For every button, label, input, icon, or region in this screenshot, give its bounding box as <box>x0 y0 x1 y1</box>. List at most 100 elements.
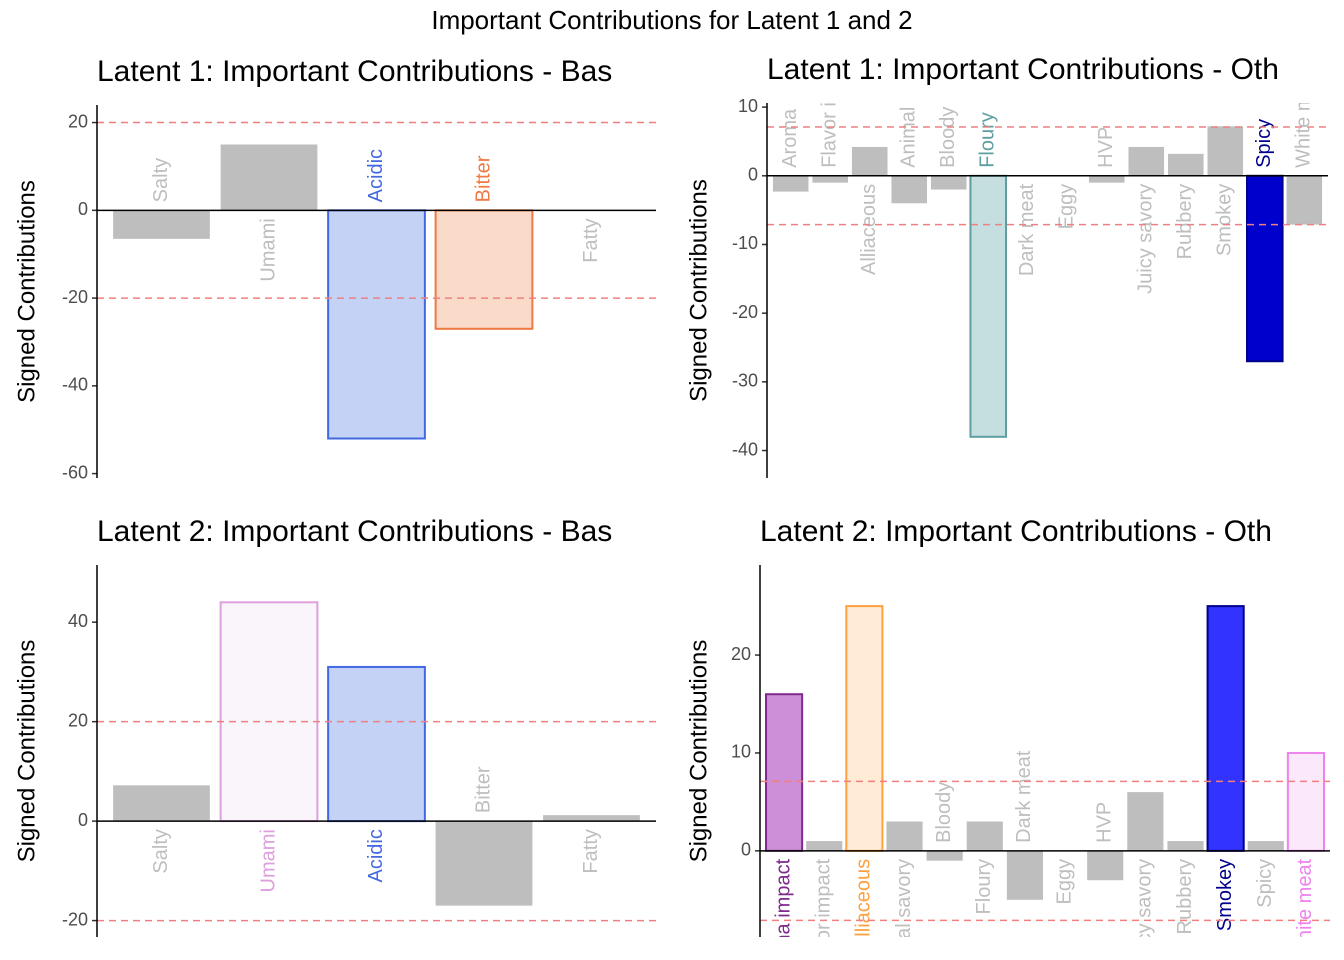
bar <box>1127 792 1164 851</box>
y-tick-label: -40 <box>62 375 88 395</box>
category-label: Eggy <box>1053 859 1075 905</box>
category-label: Umami <box>257 829 279 892</box>
category-label: Bitter <box>472 155 494 202</box>
bar <box>1087 850 1124 881</box>
category-label: Spicy <box>1254 859 1276 908</box>
y-tick-label: 0 <box>78 810 88 830</box>
y-tick-label: 40 <box>68 611 88 631</box>
panel-title: Latent 2: Important Contributions - Oth <box>760 515 1272 548</box>
category-label: Fatty <box>580 829 602 873</box>
bar <box>1006 850 1043 900</box>
y-tick-label: -10 <box>732 233 758 253</box>
category-label: Aroma impact <box>779 44 801 168</box>
y-axis-label: Signed Contributions <box>13 640 40 863</box>
bar <box>969 174 1008 438</box>
bar <box>327 665 426 823</box>
category-label: Umami <box>257 218 279 281</box>
bar <box>220 144 318 211</box>
y-tick-label: 0 <box>741 840 751 860</box>
bar <box>806 841 843 851</box>
figure-title: Important Contributions for Latent 1 and… <box>431 5 912 35</box>
category-label: HVP <box>1095 127 1117 168</box>
bar <box>113 785 210 822</box>
category-label: Salty <box>150 158 172 202</box>
category-label: Spicy <box>1253 119 1275 168</box>
bar <box>1246 174 1284 363</box>
category-label: Alliaceous <box>853 859 875 950</box>
category-label: Fatty <box>580 218 602 262</box>
category-label: Aroma impact <box>772 858 794 960</box>
bar <box>886 821 923 851</box>
y-tick-label: 0 <box>78 199 88 219</box>
category-label: Bloody <box>933 782 955 843</box>
bar <box>1167 841 1204 851</box>
category-label: Juicy savory <box>1134 859 1156 960</box>
bar <box>930 175 967 190</box>
y-tick-label: 10 <box>731 742 751 762</box>
bar <box>845 605 884 852</box>
y-axis-label: Signed Contributions <box>685 640 712 863</box>
bar <box>1088 175 1125 183</box>
category-label: Smokey <box>1214 859 1236 931</box>
panel-title: Latent 2: Important Contributions - Bas <box>97 515 612 548</box>
bar <box>543 815 640 822</box>
category-label: White meat <box>1293 66 1315 168</box>
bar <box>966 821 1003 851</box>
y-tick-label: 0 <box>748 165 758 185</box>
bar <box>1128 146 1165 176</box>
category-label: Alliaceous <box>858 184 880 275</box>
bar <box>926 850 963 861</box>
bar <box>1286 175 1323 225</box>
category-label: Rubbery <box>1174 184 1196 260</box>
bar <box>434 209 534 330</box>
category-label: Floury <box>973 859 995 915</box>
y-tick-label: -40 <box>732 439 758 459</box>
panel-title: Latent 1: Important Contributions - Oth <box>767 53 1279 86</box>
bar <box>113 210 210 239</box>
category-label: HVP <box>1093 802 1115 843</box>
y-tick-label: 20 <box>68 710 88 730</box>
panel: Latent 2: Important Contributions - Bas S… <box>13 515 656 937</box>
bar <box>812 175 848 183</box>
bar <box>435 821 533 906</box>
plot-area: Salty Umami Acidic Bitter Fatty <box>97 601 656 922</box>
bar <box>772 175 809 192</box>
panel: Latent 2: Important Contributions - Oth S… <box>685 515 1330 960</box>
category-label: Bitter <box>472 766 494 813</box>
bar <box>1206 605 1245 852</box>
bar <box>1286 751 1325 852</box>
category-label: Salty <box>150 829 172 873</box>
category-label: Juicy savory <box>1135 184 1157 294</box>
y-tick-label: 10 <box>738 96 758 116</box>
plot-area: Aroma impact Flavor impact Alliaceous Anima… <box>767 42 1328 438</box>
bar <box>1207 126 1244 176</box>
bar <box>327 209 426 440</box>
category-label: Acidic <box>365 829 387 882</box>
category-label: Floury <box>977 112 999 168</box>
plot-area: Salty Umami Acidic Bitter Fatty <box>97 121 656 440</box>
category-label: Dark meat <box>1013 750 1035 843</box>
category-label: Dark meat <box>1016 183 1038 276</box>
category-label: Animal savory <box>898 42 920 168</box>
bar <box>1247 841 1284 851</box>
y-tick-label: -30 <box>732 371 758 391</box>
category-label: White meat <box>1294 858 1316 960</box>
category-label: Bloody <box>937 107 959 168</box>
y-tick-label: -60 <box>62 462 88 482</box>
category-label: Rubbery <box>1174 859 1196 935</box>
panel: Latent 1: Important Contributions - Bas S… <box>13 55 656 482</box>
y-tick-label: 20 <box>68 111 88 131</box>
bar <box>219 601 319 823</box>
bar <box>851 146 888 176</box>
category-label: Flavor impact <box>818 47 840 167</box>
panel-title: Latent 1: Important Contributions - Bas <box>97 55 612 88</box>
category-label: Flavor impact <box>813 858 835 960</box>
bar <box>891 175 928 204</box>
category-label: Eggy <box>1056 184 1078 230</box>
category-label: Animal savory <box>893 859 915 960</box>
y-tick-label: -20 <box>62 287 88 307</box>
bar <box>765 693 804 852</box>
y-axis-label: Signed Contributions <box>685 179 712 402</box>
y-tick-label: -20 <box>732 302 758 322</box>
